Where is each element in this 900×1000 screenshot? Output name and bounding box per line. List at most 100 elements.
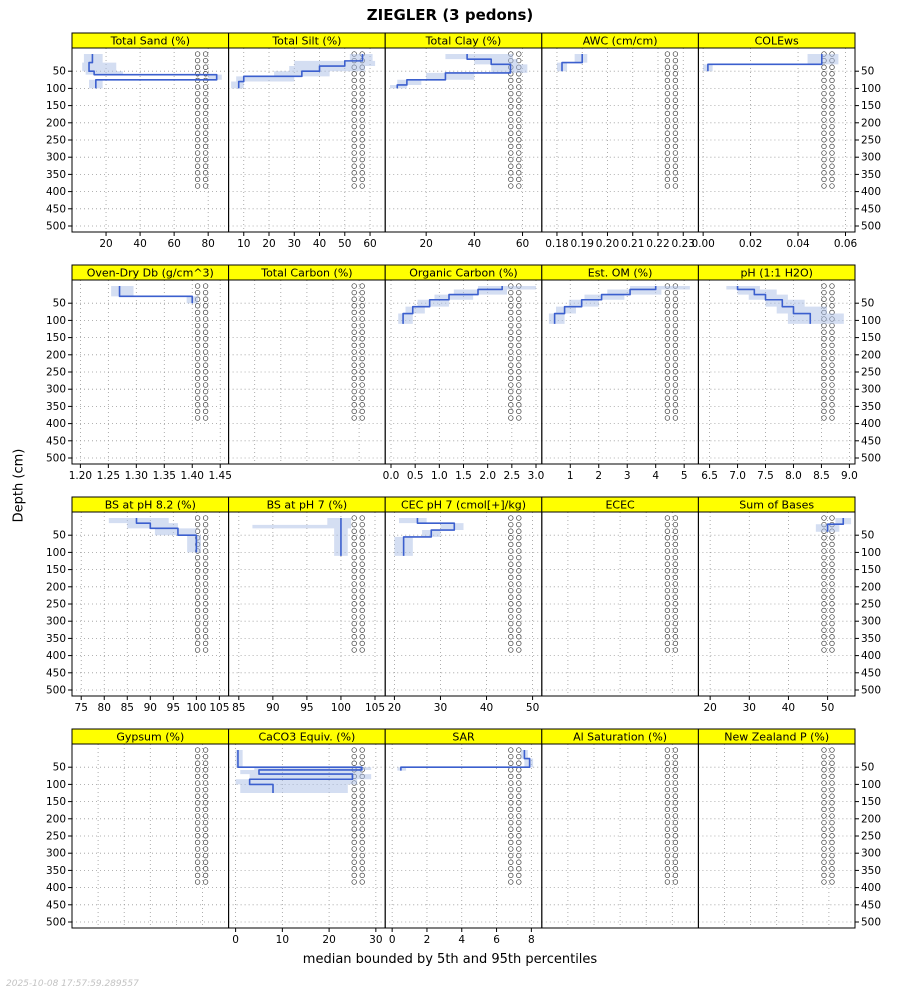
depth-tick-label-right: 400 (861, 882, 881, 894)
panel-oven-dry-db-g-cm-3: Oven-Dry Db (g/cm^3) 1.20 1.25 1.30 1.35 1.40… (46, 264, 232, 482)
contributing-fraction-marks (664, 283, 679, 421)
depth-tick-label-right: 450 (861, 667, 881, 679)
x-tick-label: 95 (300, 702, 313, 714)
panel-strip-title: CaCO3 Equiv. (%) (258, 731, 355, 744)
x-tick-label: 7.0 (729, 470, 746, 482)
panel-organic-carbon: Organic Carbon (%) 0.0 0.5 1.0 1.5 2.0 2.5 3.0 (383, 264, 544, 482)
depth-tick-label-right: 300 (861, 616, 881, 628)
x-tick-label: 80 (98, 702, 111, 714)
panel-strip-title: Organic Carbon (%) (409, 267, 517, 280)
x-tick-label: 4 (458, 934, 465, 946)
depth-tick-label-left: 500 (46, 917, 66, 929)
depth-tick-label-right: 250 (861, 599, 881, 611)
depth-tick-label-right: 150 (861, 332, 881, 344)
depth-tick-label-right: 450 (861, 203, 881, 215)
depth-tick-label-right: 50 (861, 298, 874, 310)
x-tick-label: 20 (703, 702, 716, 714)
depth-tick-label-left: 350 (46, 401, 66, 413)
contributing-fraction-marks (821, 747, 835, 885)
x-tick-label: 0 (232, 934, 239, 946)
figure-caption: median bounded by 5th and 95th percentil… (302, 952, 598, 967)
contributing-fraction-marks (821, 283, 835, 421)
contributing-fraction-marks (351, 747, 365, 885)
x-tick-label: 10 (237, 238, 250, 250)
panel-ph-1-1-h2o: pH (1:1 H2O) 6.5 7.0 7.5 8.0 8.5 9.0 50 100 150 20… (697, 264, 881, 482)
depth-tick-label-right: 350 (861, 865, 881, 877)
percentile-band (703, 54, 839, 72)
x-tick-label: 5 (681, 470, 688, 482)
median-line (402, 518, 456, 556)
x-tick-label: 3 (624, 470, 631, 482)
depth-tick-label-right: 200 (861, 117, 881, 129)
depth-tick-label-left: 450 (46, 899, 66, 911)
panel-strip-title: AWC (cm/cm) (583, 35, 658, 48)
depth-tick-label-left: 400 (46, 186, 66, 198)
x-tick-label: 105 (365, 702, 385, 714)
x-tick-label: 60 (516, 238, 529, 250)
y-axis-label: Depth (cm) (11, 448, 27, 523)
percentile-band (108, 518, 201, 553)
depth-tick-label-right: 100 (861, 779, 881, 791)
median-line (396, 54, 512, 89)
median-line (553, 286, 657, 324)
depth-tick-label-left: 100 (46, 779, 66, 791)
depth-tick-label-left: 500 (46, 453, 66, 465)
x-tick-label: 20 (419, 238, 432, 250)
percentile-band (390, 54, 528, 89)
x-tick-label: 7.5 (757, 470, 774, 482)
x-tick-label: 8.5 (813, 470, 830, 482)
x-tick-label: 0.00 (691, 238, 714, 250)
contributing-fraction-marks (664, 747, 679, 885)
x-tick-label: 20 (262, 238, 275, 250)
depth-tick-label-right: 500 (861, 453, 881, 465)
x-tick-label: 1.5 (455, 470, 472, 482)
contributing-fraction-marks (821, 515, 835, 653)
x-tick-label: 40 (468, 238, 481, 250)
median-line (402, 286, 503, 324)
x-tick-label: 0.5 (407, 470, 424, 482)
panel-strip-title: Total Silt (%) (271, 35, 341, 48)
panel-strip-title: Gypsum (%) (116, 731, 184, 744)
x-tick-label: 2.0 (479, 470, 496, 482)
x-tick-label: 2 (424, 934, 431, 946)
x-tick-label: 85 (121, 702, 134, 714)
depth-tick-label-left: 50 (53, 66, 66, 78)
panel-bs-at-ph-8-2: BS at pH 8.2 (%)75 80 85 90 95 100 10550100150… (46, 496, 229, 714)
x-tick-label: 6.5 (701, 470, 718, 482)
panel-colews: COLEws 0.00 0.02 0.04 0.06 50 100 150 200 250 300 3… (691, 32, 881, 250)
contributing-fraction-marks (194, 747, 209, 885)
median-line (88, 54, 218, 89)
contributing-fraction-marks (351, 283, 365, 421)
x-tick-label: 2 (595, 470, 602, 482)
depth-tick-label-left: 450 (46, 435, 66, 447)
contributing-fraction-marks (194, 51, 209, 189)
contributing-fraction-marks (508, 747, 522, 885)
x-tick-label: 40 (313, 238, 326, 250)
depth-tick-label-right: 250 (861, 367, 881, 379)
x-tick-label: 0.23 (672, 238, 695, 250)
x-tick-label: 50 (526, 702, 539, 714)
x-tick-label: 8.0 (785, 470, 802, 482)
x-tick-label: 1.30 (125, 470, 148, 482)
x-tick-label: 60 (363, 238, 376, 250)
depth-tick-label-left: 400 (46, 882, 66, 894)
median-line (400, 750, 531, 771)
x-tick-label: 0.0 (383, 470, 400, 482)
panel-total-carbon: Total Carbon (%) (228, 264, 386, 465)
figure-title: ZIEGLER (3 pedons) (366, 6, 534, 24)
x-tick-label: 20 (322, 934, 335, 946)
depth-tick-label-right: 400 (861, 186, 881, 198)
depth-tick-label-left: 50 (53, 762, 66, 774)
depth-tick-label-left: 150 (46, 796, 66, 808)
percentile-band (394, 518, 464, 556)
depth-tick-label-right: 150 (861, 100, 881, 112)
depth-tick-label-left: 300 (46, 616, 66, 628)
contributing-fraction-marks (664, 515, 679, 653)
depth-tick-label-left: 300 (46, 384, 66, 396)
x-tick-label: 0.21 (621, 238, 644, 250)
panel-total-clay: Total Clay (%) 20 40 60 (384, 32, 543, 250)
median-line (826, 518, 845, 532)
x-tick-label: 1.0 (431, 470, 448, 482)
x-tick-label: 20 (99, 238, 112, 250)
x-tick-label: 0.18 (545, 238, 568, 250)
